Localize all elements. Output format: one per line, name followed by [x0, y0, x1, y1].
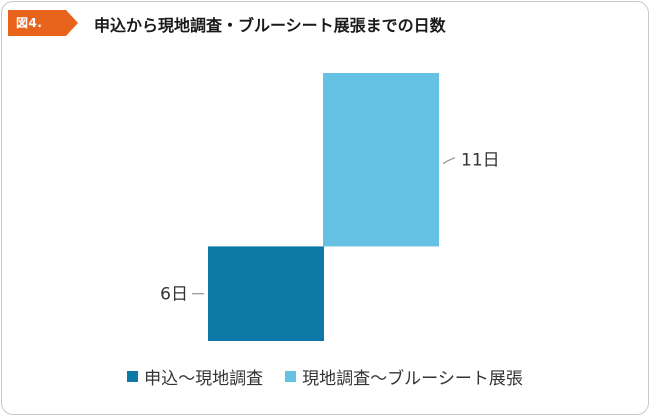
legend-label-series-2: 現地調査〜ブルーシート展張 [302, 369, 523, 389]
chart-title: 申込から現地調査・ブルーシート展張までの日数 [94, 16, 446, 35]
legend-item-series-2: 現地調査〜ブルーシート展張 [285, 364, 523, 389]
figure-number: 図4. [16, 16, 43, 30]
badge-arrow-shape [8, 10, 78, 36]
bar-series-1 [208, 246, 324, 341]
bar-series-2 [323, 73, 439, 247]
data-label-leader-2 [442, 157, 456, 165]
figure-number-badge [8, 10, 78, 36]
data-label-series-2: 11日 [461, 151, 500, 171]
legend-swatch-series-1 [127, 371, 139, 382]
legend-item-series-1: 申込〜現地調査 [127, 364, 263, 389]
legend-swatch-series-2 [285, 371, 297, 382]
chart-legend: 申込〜現地調査 現地調査〜ブルーシート展張 [0, 364, 650, 389]
data-label-series-1: 6日 [160, 285, 188, 305]
legend-label-series-1: 申込〜現地調査 [144, 369, 264, 389]
